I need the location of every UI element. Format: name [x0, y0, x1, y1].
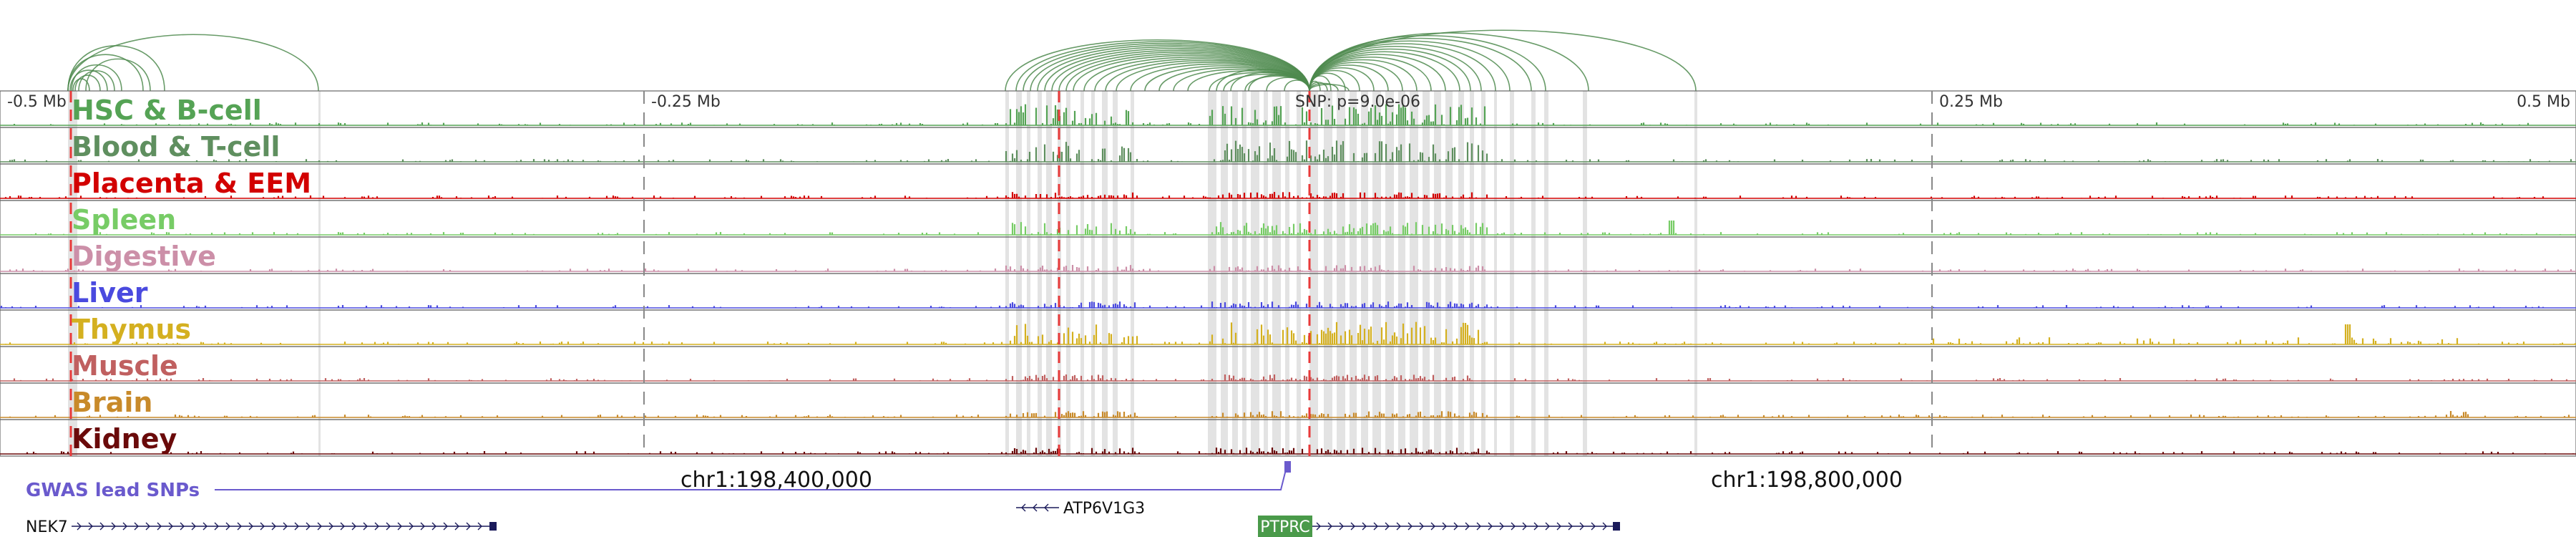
track-signal [9, 140, 2572, 162]
track-label: Muscle [72, 350, 178, 382]
snp-markers: SNP: p=9.0e-06 [69, 91, 1420, 456]
loop-arc [72, 78, 90, 92]
gene-label-highlight [1258, 516, 1312, 537]
loop-arc [1309, 84, 1350, 92]
annotation-area: GWAS lead SNPs chr1:198,400,000 chr1:198,8… [26, 461, 1903, 537]
track-label: Placenta & EEM [72, 168, 311, 199]
loop-arc [67, 34, 319, 92]
gene-ptprc: PTPRC [1258, 516, 1620, 537]
loop-arc [1309, 43, 1496, 92]
track-signal [13, 104, 2529, 125]
track-label: Blood & T-cell [72, 131, 280, 163]
track-signal [26, 448, 2575, 454]
track-kidney [0, 419, 2576, 457]
snp-pvalue-label: SNP: p=9.0e-06 [1295, 93, 1420, 111]
loop-arc [71, 64, 122, 92]
axis-tick-label: -0.5 Mb [7, 93, 67, 111]
gene-exon [489, 522, 497, 531]
track-label: Digestive [72, 241, 216, 272]
loop-arc [85, 58, 151, 92]
gene-strand-chevrons [1316, 522, 1607, 531]
coordinate-label: chr1:198,400,000 [680, 468, 872, 493]
track-label: Liver [72, 277, 148, 309]
chromatin-loop-arcs [67, 29, 1697, 92]
gene-exon [1613, 522, 1620, 531]
gene-label: NEK7 [26, 518, 68, 536]
loop-arc [69, 69, 108, 92]
coordinate-label: chr1:198,800,000 [1711, 468, 1903, 493]
gene-atp6v1g3: ATP6V1G3 [1016, 500, 1145, 518]
gwas-label: GWAS lead SNPs [26, 480, 200, 501]
track-signal [13, 374, 2568, 381]
loop-arc [67, 54, 144, 92]
loop-arc [1309, 29, 1697, 92]
chromatin-tracks [0, 90, 2576, 457]
track-brain [0, 382, 2576, 420]
gene-nek7: NEK7 [26, 518, 497, 536]
track-signal [9, 265, 2572, 271]
track-label: HSC & B-cell [72, 95, 262, 126]
gene-strand-chevrons [77, 522, 482, 531]
gene-label: PTPRC [1260, 518, 1310, 536]
axis-tick-label: -0.25 Mb [651, 93, 721, 111]
track-label: Thymus [72, 314, 191, 345]
gene-strand-chevrons [1021, 503, 1049, 512]
axis-tick-label: 0.25 Mb [1939, 93, 2003, 111]
loop-arc [1284, 79, 1310, 92]
track-signal [30, 221, 2572, 235]
track-signal [0, 301, 2545, 308]
loop-arc [78, 70, 115, 92]
track-signal [4, 321, 2576, 344]
gene-label: ATP6V1G3 [1063, 500, 1145, 518]
loop-arc [74, 74, 101, 92]
track-label: Spleen [72, 204, 176, 236]
track-signal [4, 192, 2545, 198]
loop-arc [1309, 37, 1532, 92]
track-label: Brain [72, 387, 152, 418]
gwas-connector [215, 466, 1287, 490]
gwas-snp-marker [1284, 461, 1291, 473]
track-signal [9, 411, 2570, 417]
track-labels: HSC & B-cell Blood & T-cell Placenta & EEM… [72, 95, 311, 455]
genomic-axis: -0.5 Mb -0.25 Mb 0.25 Mb 0.5 Mb [7, 91, 2570, 456]
loop-arc [67, 45, 165, 92]
track-label: Kidney [72, 423, 177, 455]
track-frame [0, 419, 2576, 457]
axis-tick-label: 0.5 Mb [2517, 93, 2570, 111]
